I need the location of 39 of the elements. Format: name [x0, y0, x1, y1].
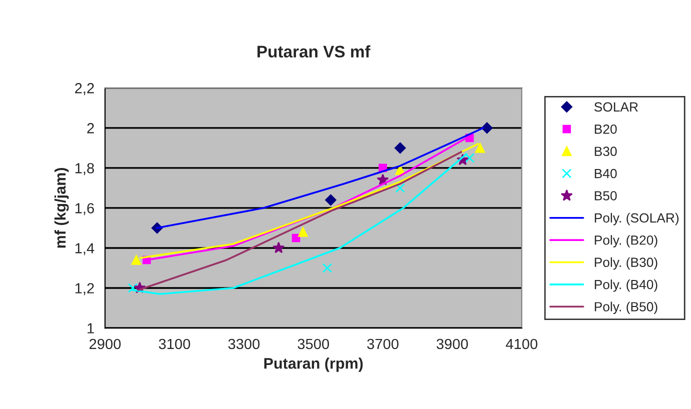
point: [376, 174, 389, 186]
legend-label: B50: [594, 191, 617, 200]
legend-label: B30: [594, 146, 617, 156]
point: [128, 283, 138, 293]
point: [131, 255, 142, 265]
legend-label: SOLAR: [594, 102, 638, 112]
point: [481, 122, 493, 134]
point: [298, 227, 308, 237]
x-axis-title: Putaran (rpm): [264, 358, 363, 372]
x-tick-label: 3700: [367, 338, 398, 350]
y-tick-label: 1,2: [75, 283, 94, 296]
point: [395, 165, 406, 175]
legend-label: B20: [594, 124, 617, 134]
x-tick-label: 3900: [436, 338, 468, 350]
y-tick-label: 1,4: [75, 243, 94, 256]
x-tick-label: 4100: [506, 338, 538, 350]
y-axis-title: mf (kg/jam): [54, 168, 69, 248]
x-tick-label: 3100: [158, 338, 190, 350]
x-tick-label: 3300: [228, 338, 260, 350]
point: [272, 242, 285, 254]
point: [322, 263, 332, 273]
y-tick-label: 1: [88, 323, 94, 334]
point: [394, 142, 406, 154]
legend-label: Poly. (B30): [594, 257, 658, 270]
legend-label: Poly. (B40): [594, 280, 658, 292]
x-tick-label: 2900: [90, 338, 121, 350]
y-tick-label: 1,8: [75, 163, 94, 176]
y-tick-label: 2: [87, 123, 94, 134]
legend-label: Poly. (B20): [594, 235, 658, 248]
legend-label: Poly. (B50): [594, 302, 658, 314]
chart-title: Putaran VS mf: [258, 45, 370, 58]
legend-label: B40: [594, 168, 617, 178]
point: [475, 143, 485, 153]
y-tick-label: 2,2: [75, 83, 94, 96]
x-tick-label: 3500: [298, 338, 330, 350]
point: [464, 153, 474, 163]
y-tick-label: 1,6: [75, 203, 94, 216]
point: [325, 194, 336, 206]
legend-label: Poly. (SOLAR): [594, 212, 679, 226]
